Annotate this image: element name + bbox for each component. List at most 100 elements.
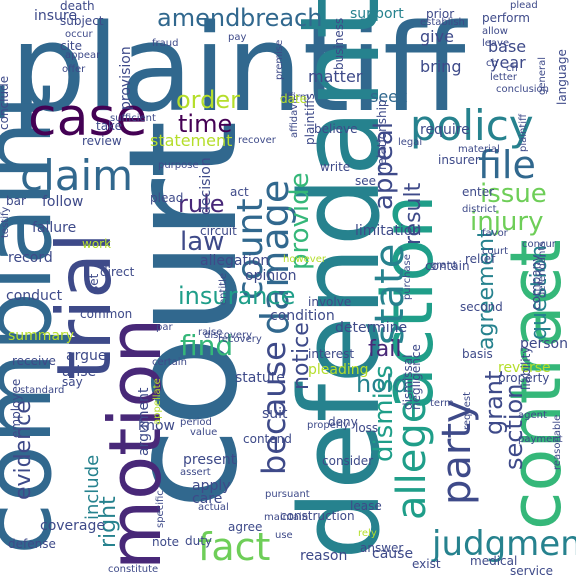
- word-issue: issue: [480, 179, 547, 209]
- word-plaintiff: plaintiff: [518, 113, 529, 152]
- word-recover: recover: [238, 135, 277, 146]
- word-summary: summary: [8, 328, 74, 344]
- word-party: party: [434, 399, 480, 505]
- word-state: state: [367, 244, 413, 345]
- word-result: result: [401, 182, 426, 245]
- word-discovery: discovery: [204, 330, 252, 341]
- word-district: district: [462, 204, 497, 215]
- word-care: care: [192, 491, 222, 507]
- word-dismissal: dismissal: [401, 355, 415, 410]
- word-medical: medical: [470, 554, 517, 568]
- word-action: action: [367, 195, 449, 410]
- word-recovery: recovery: [218, 334, 262, 345]
- word-cite: cite: [60, 39, 82, 53]
- word-arise: arise: [62, 364, 96, 380]
- word-bring: bring: [420, 57, 461, 76]
- word-conduct: conduct: [6, 288, 63, 304]
- word-interest: interest: [308, 347, 354, 361]
- word-certain: certain: [152, 357, 187, 368]
- word-say: say: [62, 375, 83, 389]
- word-purpose: purpose: [158, 160, 199, 171]
- word-person: person: [520, 336, 568, 352]
- word-reasonable: reasonable: [552, 415, 563, 470]
- word-set: set: [87, 273, 101, 292]
- word-law: law: [180, 227, 224, 257]
- word-section: section: [500, 384, 528, 470]
- word-ch: ch: [506, 63, 518, 74]
- word-plead: plead: [150, 191, 183, 205]
- word-require: require: [420, 122, 470, 138]
- word-grant: grant: [430, 260, 457, 271]
- word-leave: leave: [482, 38, 509, 49]
- word-judgment: judgment: [431, 524, 576, 564]
- word-contract: contract: [495, 239, 576, 530]
- word-order: order: [176, 86, 240, 114]
- word-claim: claim: [20, 151, 133, 200]
- word-know: know: [138, 418, 175, 434]
- word-specific: specific: [155, 490, 166, 528]
- word-notice: notice: [289, 322, 314, 390]
- word-occur: occur: [65, 29, 93, 40]
- word-insurer: insurer: [438, 153, 480, 167]
- word-death: death: [60, 0, 95, 13]
- word-par: par: [156, 322, 173, 333]
- word-agreement: agreement: [474, 229, 499, 350]
- word-opinion: opinion: [245, 268, 297, 284]
- word-exist: exist: [412, 557, 441, 571]
- word-present: present: [183, 452, 237, 468]
- word-ch: ch: [486, 58, 498, 69]
- word-time: time: [178, 110, 232, 138]
- word-loss: loss: [355, 421, 378, 435]
- word-right: right: [96, 496, 121, 548]
- word-insure: insure: [34, 8, 77, 24]
- word-relief: relief: [465, 252, 496, 266]
- word-second: second: [460, 300, 503, 314]
- word-trial: trial: [40, 232, 128, 380]
- word-direct: direct: [100, 265, 135, 279]
- word-base: base: [488, 37, 526, 56]
- word-defense: defense: [8, 537, 56, 551]
- word-work: work: [82, 237, 111, 251]
- word-premise: premise: [274, 40, 285, 80]
- word-conclude: conclude: [0, 76, 11, 130]
- word-pay: pay: [228, 32, 246, 43]
- word-however: however: [283, 254, 327, 265]
- word-assert: assert: [180, 467, 211, 478]
- word-pursuant: pursuant: [265, 489, 310, 500]
- word-injury: injury: [470, 207, 543, 237]
- word-write: write: [320, 160, 350, 174]
- word-year: year: [490, 53, 526, 72]
- word-provide: provide: [285, 172, 315, 270]
- word-follow: follow: [42, 194, 83, 210]
- word-prior: prior: [426, 7, 454, 21]
- word-damage: damage: [253, 180, 297, 335]
- word-statement: statement: [150, 131, 232, 150]
- word-include: include: [82, 455, 103, 520]
- word-answer: answer: [360, 541, 403, 555]
- word-allow: allow: [482, 26, 508, 37]
- word-appellate: appellate: [152, 378, 163, 425]
- word-raise: raise: [198, 327, 222, 338]
- word-agent: agent: [518, 410, 547, 421]
- word-letter: letter: [490, 72, 518, 83]
- word-defendants: defendants: [537, 242, 548, 298]
- word-decision: decision: [198, 157, 214, 215]
- word-motion: motion: [93, 318, 177, 570]
- word-deny: deny: [328, 415, 358, 429]
- word-allegation: allegation: [200, 253, 269, 269]
- word-breach: breach: [240, 4, 322, 32]
- word-legal: legal: [398, 137, 422, 148]
- word-property: property: [498, 371, 549, 385]
- word-company: company: [529, 255, 543, 310]
- word-allege: allege: [389, 399, 435, 520]
- word-cause: cause: [372, 546, 413, 562]
- word-contend: contend: [243, 432, 292, 446]
- word-language: language: [555, 49, 569, 105]
- word-determine: determine: [335, 320, 407, 336]
- word-failure: failure: [32, 220, 76, 236]
- word-enter: enter: [462, 185, 494, 199]
- word-defendant: defendant: [276, 0, 404, 560]
- word-grant: grant: [480, 371, 508, 435]
- word-review: review: [82, 134, 122, 148]
